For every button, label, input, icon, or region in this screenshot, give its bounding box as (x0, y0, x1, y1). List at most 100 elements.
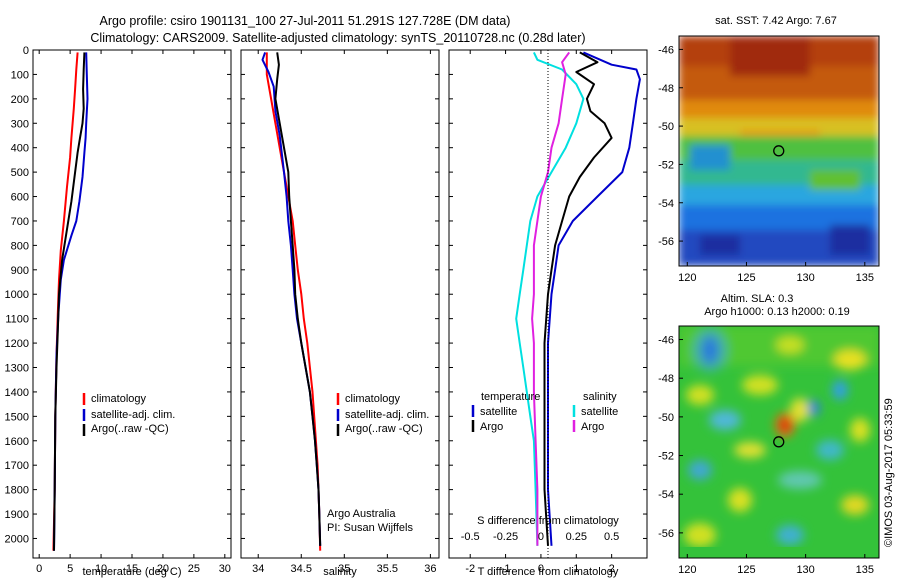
y-tick-label: 900 (11, 265, 29, 277)
map-y-tick-label: -48 (658, 373, 674, 385)
map-x-tick-label: 135 (856, 272, 874, 284)
s-tick-label: 0.25 (566, 531, 587, 543)
x-tick-label: 35 (338, 563, 350, 575)
y-tick-label: 600 (11, 192, 29, 204)
x-tick-label: 36 (424, 563, 436, 575)
profile-lines (52, 51, 641, 551)
x-tick-label: 30 (219, 563, 231, 575)
y-tick-label: 1400 (5, 387, 29, 399)
series-line-argo-raw-qc- (53, 52, 86, 551)
argo-float-location-marker (773, 436, 785, 448)
y-tick-label: 1900 (5, 509, 29, 521)
x-tick-label: -2 (465, 563, 475, 575)
y-tick-label: 100 (11, 69, 29, 81)
pi-annotation: PI: Susan Wijffels (327, 522, 413, 534)
temperature-panel-frame (32, 49, 232, 559)
series-line-climatology (52, 52, 79, 551)
x-tick-label: 1 (573, 563, 579, 575)
y-tick-label: 1100 (5, 314, 29, 326)
y-tick-label: 0 (23, 45, 29, 57)
sst-map-title: sat. SST: 7.42 Argo: 7.67 (715, 15, 837, 27)
x-tick-label: 15 (126, 563, 138, 575)
x-tick-label: 2 (609, 563, 615, 575)
axis-ticks: 0100200300400500600700800900100011001200… (5, 45, 647, 575)
sst-heatmap (679, 36, 879, 266)
series-line-argo-raw-qc- (274, 52, 322, 546)
series-line-satellite-adj-clim- (261, 52, 322, 546)
legend-label-argo: Argo(..raw -QC) (345, 423, 423, 435)
sla-map-title-line1: Altim. SLA: 0.3 (721, 293, 794, 305)
sla-map-frame (678, 325, 880, 559)
map-x-tick-label: 130 (796, 272, 814, 284)
legend-label-satellite: satellite-adj. clim. (345, 409, 429, 421)
y-tick-label: 2000 (5, 533, 29, 545)
map-x-tick-label: 130 (796, 564, 814, 576)
map-y-tick-label: -50 (658, 412, 674, 424)
y-tick-label: 800 (11, 240, 29, 252)
y-tick-label: 1500 (5, 411, 29, 423)
legend-title-temperature: temperature (481, 391, 540, 403)
sst-map-frame (678, 35, 880, 267)
s-tick-label: -0.5 (461, 531, 480, 543)
legend-label-sal-satellite: satellite (581, 406, 618, 418)
map-y-tick-label: -54 (658, 198, 674, 210)
map-y-tick-label: -52 (658, 451, 674, 463)
x-tick-label: 0 (538, 563, 544, 575)
figure-title-line2: Climatology: CARS2009. Satellite-adjuste… (90, 31, 585, 45)
x-tick-label: 10 (95, 563, 107, 575)
imos-credit: ©IMOS 03-Aug-2017 05:33:59 (883, 398, 895, 547)
map-x-tick-label: 125 (737, 564, 755, 576)
series-line-temperature-satellite (547, 51, 641, 546)
salinity-xlabel: salinity (323, 566, 357, 578)
y-tick-label: 1800 (5, 485, 29, 497)
y-tick-label: 400 (11, 143, 29, 155)
s-tick-label: 0.5 (604, 531, 619, 543)
salinity-panel-frame (240, 49, 440, 559)
argo-float-location-marker (773, 145, 785, 157)
map-y-tick-label: -46 (658, 44, 674, 56)
series-line-temperature-argo (543, 51, 613, 546)
series-line-climatology (265, 52, 322, 551)
map-y-tick-label: -56 (658, 528, 674, 540)
map-x-tick-label: 125 (737, 272, 755, 284)
legend-label-temp-argo: Argo (480, 421, 503, 433)
x-tick-label: 5 (67, 563, 73, 575)
series-line-salinity-satellite (515, 51, 585, 546)
x-tick-label: 0 (36, 563, 42, 575)
legend-label-sal-argo: Argo (581, 421, 604, 433)
y-tick-label: 300 (11, 118, 29, 130)
y-tick-label: 1300 (5, 363, 29, 375)
map-y-tick-label: -50 (658, 121, 674, 133)
map-y-tick-label: -48 (658, 83, 674, 95)
x-tick-label: 34 (252, 563, 264, 575)
legend-label-climatology: climatology (345, 393, 401, 405)
x-tick-label: 35.5 (377, 563, 398, 575)
series-line-salinity-argo (531, 51, 571, 546)
x-tick-label: 20 (157, 563, 169, 575)
argo-australia-annotation: Argo Australia (327, 508, 396, 520)
map-x-tick-label: 135 (856, 564, 874, 576)
y-tick-label: 500 (11, 167, 29, 179)
map-y-tick-label: -54 (658, 489, 674, 501)
map-x-tick-label: 120 (678, 564, 696, 576)
legend-label-satellite: satellite-adj. clim. (91, 409, 175, 421)
salinity-legend: climatology satellite-adj. clim. Argo(..… (336, 393, 429, 436)
s-tick-label: -0.25 (493, 531, 518, 543)
map-y-tick-label: -46 (658, 335, 674, 347)
y-tick-label: 700 (11, 216, 29, 228)
y-tick-label: 1600 (5, 436, 29, 448)
legend-title-salinity: salinity (583, 391, 617, 403)
s-tick-label: 0 (538, 531, 544, 543)
y-tick-label: 1000 (5, 289, 29, 301)
x-tick-label: 34.5 (291, 563, 312, 575)
difference-legend: temperature salinity satellite Argo sate… (471, 391, 618, 433)
x-tick-label: 25 (188, 563, 200, 575)
legend-label-temp-satellite: satellite (480, 406, 517, 418)
x-tick-label: -1 (501, 563, 511, 575)
figure-title-line1: Argo profile: csiro 1901131_100 27-Jul-2… (100, 14, 511, 28)
temperature-xlabel: temperature (deg C) (82, 566, 181, 578)
temperature-legend: climatology satellite-adj. clim. Argo(..… (82, 393, 175, 436)
y-tick-label: 1700 (5, 460, 29, 472)
sla-map-title-line2: Argo h1000: 0.13 h2000: 0.19 (704, 306, 850, 318)
